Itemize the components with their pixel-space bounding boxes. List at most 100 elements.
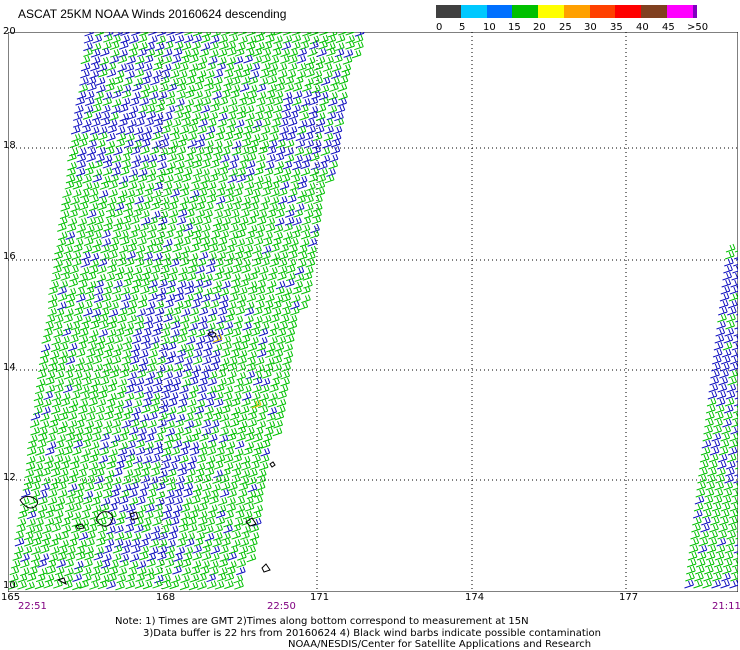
wind-barb <box>734 469 738 477</box>
wind-barb <box>232 336 242 345</box>
wind-barb <box>17 580 27 590</box>
wind-barb <box>111 167 121 177</box>
wind-barb <box>695 558 706 568</box>
wind-barb <box>97 196 108 206</box>
wind-barb <box>156 426 167 436</box>
wind-barb <box>178 273 188 283</box>
wind-barb <box>273 224 284 234</box>
wind-barb <box>84 285 95 295</box>
wind-barb <box>722 341 733 351</box>
wind-barb <box>248 538 258 548</box>
wind-barb <box>720 285 731 295</box>
wind-barb <box>334 112 344 122</box>
wind-barb <box>182 167 193 177</box>
wind-barb <box>734 397 738 400</box>
wind-barb <box>212 333 223 343</box>
wind-barb <box>82 111 93 120</box>
wind-barb <box>109 301 119 311</box>
wind-barb <box>209 426 220 436</box>
wind-barb <box>155 482 166 491</box>
wind-barb <box>712 572 722 582</box>
wind-barb <box>77 341 87 351</box>
wind-barb <box>705 411 715 421</box>
wind-barb <box>171 118 182 128</box>
wind-barb <box>209 35 220 44</box>
wind-barb <box>216 181 227 191</box>
wind-barb <box>108 503 118 513</box>
wind-barb <box>245 41 256 51</box>
wind-barb <box>90 118 101 128</box>
wind-barb <box>148 349 158 359</box>
wind-barb <box>345 40 355 50</box>
wind-barb <box>178 524 189 533</box>
wind-barb <box>105 209 116 219</box>
wind-barb <box>271 48 282 57</box>
wind-barb <box>732 412 738 421</box>
wind-barb <box>735 390 738 393</box>
wind-barb <box>122 399 133 409</box>
wind-barb <box>286 70 297 79</box>
wind-barb <box>61 517 71 527</box>
wind-barb <box>719 369 729 379</box>
wind-barb <box>277 258 288 268</box>
wind-barb <box>203 146 214 156</box>
wind-barb <box>246 545 257 555</box>
wind-barb <box>277 272 287 281</box>
wind-barb <box>155 104 165 113</box>
wind-barb <box>224 510 234 520</box>
wind-barb <box>123 266 134 275</box>
wind-barb <box>14 531 24 540</box>
wind-barb <box>94 413 105 423</box>
wind-barb <box>338 91 348 101</box>
wind-barb <box>245 112 255 122</box>
wind-barb <box>192 356 203 365</box>
wind-barb <box>727 299 738 309</box>
wind-barb <box>239 91 249 101</box>
wind-barb <box>274 343 285 352</box>
wind-barb <box>217 497 228 506</box>
wind-barb <box>304 62 315 71</box>
wind-barb <box>132 266 143 276</box>
wind-barb <box>220 147 231 157</box>
wind-barb <box>150 201 160 211</box>
wind-barb <box>70 328 81 337</box>
wind-barb <box>44 573 55 583</box>
wind-barb <box>181 118 191 128</box>
wind-barb <box>725 390 736 400</box>
wind-barb <box>234 581 244 590</box>
wind-barb <box>50 468 61 478</box>
wind-barb <box>260 196 271 205</box>
wind-barb <box>326 47 336 57</box>
wind-barb <box>102 553 112 563</box>
wind-barb <box>720 502 731 512</box>
wind-barb <box>75 348 86 358</box>
wind-barb <box>240 334 251 344</box>
legend-label-20: 20 <box>533 22 546 33</box>
wind-barb <box>224 194 235 204</box>
wind-barb <box>71 251 82 261</box>
wind-barb <box>204 335 214 344</box>
wind-barb <box>179 257 190 267</box>
wind-barb <box>256 83 267 93</box>
wind-barb <box>199 112 210 121</box>
wind-barb <box>201 552 212 561</box>
wind-barb <box>154 56 164 66</box>
wind-barb <box>130 476 141 485</box>
wind-barb <box>213 69 224 79</box>
wind-barb <box>74 496 84 505</box>
wind-barb <box>273 32 283 36</box>
wind-barb <box>139 482 150 491</box>
wind-barb <box>214 202 224 212</box>
wind-barb <box>59 461 70 471</box>
wind-barb <box>178 266 188 276</box>
wind-barb <box>261 48 272 58</box>
wind-barb <box>94 475 104 485</box>
wind-barb <box>327 97 338 107</box>
wind-barb <box>150 454 161 464</box>
wind-barb <box>63 511 74 520</box>
wind-barb <box>54 378 65 387</box>
wind-barb <box>732 552 738 561</box>
wind-barb <box>305 188 315 198</box>
wind-barb <box>58 412 69 422</box>
wind-barb <box>124 139 134 149</box>
